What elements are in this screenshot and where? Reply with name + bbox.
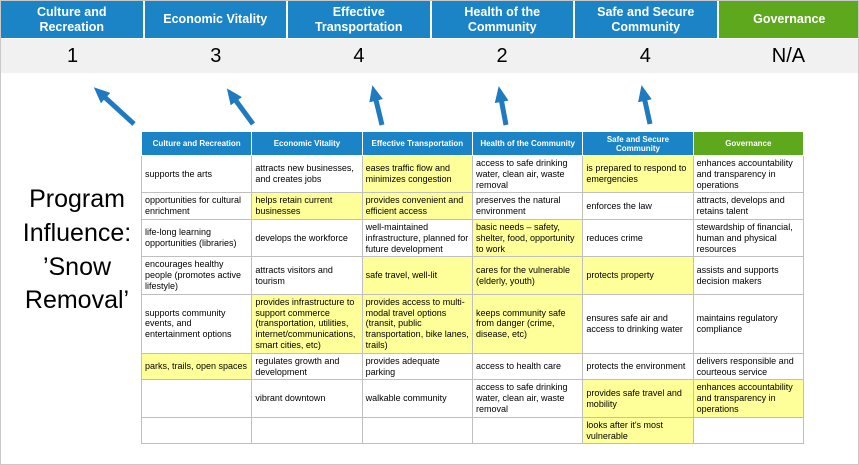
up-arrow-icon [226, 88, 256, 126]
matrix-head: Culture and Recreation Economic Vitality E… [140, 131, 805, 156]
score-governance: N/A [771, 44, 806, 67]
matrix-cell-highlighted: safe travel, well-lit [361, 256, 473, 295]
matrix-cell-highlighted: basic needs – safety, shelter, food, opp… [471, 218, 584, 258]
matrix-row: supports the arts attracts new businesses… [140, 154, 805, 194]
matrix-header-row: Culture and Recreation Economic Vitality E… [140, 131, 805, 156]
matrix-cell: life-long learning opportunities (librar… [140, 218, 253, 258]
matrix-cell: ensures safe air and access to drinking … [582, 293, 694, 354]
matrix-cell-highlighted: parks, trails, open spaces [140, 352, 253, 381]
matrix-cell-highlighted: helps retain current businesses [251, 192, 363, 220]
matrix-cell: opportunities for cultural enrichment [140, 192, 253, 220]
score-row: 1 3 4 2 4 N/A [1, 39, 858, 73]
matrix-cell: access to safe drinking water, clean air… [471, 154, 584, 194]
banner-economic-vitality: Economic Vitality [144, 1, 286, 38]
up-arrow-icon [494, 86, 509, 126]
up-arrows [93, 85, 653, 126]
matrix-cell [140, 416, 253, 445]
matrix-cell: access to safe drinking water, clean air… [471, 379, 584, 418]
matrix-cell [471, 416, 584, 445]
matrix-cell: reduces crime [582, 218, 694, 258]
matrix-cell: assists and supports decision makers [692, 256, 805, 295]
matrix-row: opportunities for cultural enrichment hel… [140, 192, 805, 220]
banner-culture-and-recreation: Culture and Recreation [1, 1, 143, 38]
matrix-header-culture-and-recreation: Culture and Recreation [140, 131, 253, 156]
matrix-cell: stewardship of financial, human and phys… [692, 218, 805, 258]
banner-label: Economic Vitality [163, 12, 268, 26]
matrix-header-governance: Governance [692, 131, 805, 156]
banner-effective-transportation: Effective Transportation [288, 1, 430, 38]
score-economic-vitality: 3 [210, 44, 222, 67]
matrix-cell-highlighted: provides infrastructure to support comme… [251, 293, 363, 354]
up-arrow-icon [369, 85, 385, 126]
score-safe-and-secure-community: 4 [639, 44, 651, 67]
up-arrow-icon [638, 85, 653, 125]
matrix-cell-highlighted: enhances accountability and transparency… [692, 379, 805, 418]
matrix-cell: attracts new businesses, and creates job… [251, 154, 363, 194]
up-arrow-icon [93, 87, 136, 126]
program-title: Program Influence: ’Snow Removal’ [22, 185, 132, 315]
matrix-cell-highlighted: protects property [582, 256, 694, 295]
matrix-row: vibrant downtown walkable community access… [140, 379, 805, 418]
banner-governance: Governance [718, 1, 858, 38]
matrix-cell: protects the environment [582, 352, 694, 381]
matrix-header-effective-transportation: Effective Transportation [361, 131, 473, 156]
matrix-body: supports the arts attracts new businesses… [140, 154, 805, 445]
matrix-cell [361, 416, 473, 445]
matrix-cell: access to health care [471, 352, 584, 381]
matrix-cell [140, 379, 253, 418]
matrix-cell: vibrant downtown [251, 379, 363, 418]
matrix-cell: well-maintained infrastructure, planned … [361, 218, 473, 258]
matrix-row: life-long learning opportunities (librar… [140, 218, 805, 258]
matrix-row: supports community events, and entertain… [140, 293, 805, 354]
matrix-header-health-of-the-community: Health of the Community [471, 131, 584, 156]
matrix-cell-highlighted: provides access to multi-modal travel op… [361, 293, 473, 354]
matrix-cell: walkable community [361, 379, 473, 418]
matrix-cell-highlighted: looks after it's most vulnerable [582, 416, 694, 445]
matrix-cell-highlighted: provides convenient and efficient access [361, 192, 473, 220]
matrix-cell: delivers responsible and courteous servi… [692, 352, 805, 381]
matrix-cell: preserves the natural environment [471, 192, 584, 220]
matrix-cell: attracts visitors and tourism [251, 256, 363, 295]
banner-safe-and-secure-community: Safe and Secure Community [575, 1, 717, 38]
banner-label: Health of the Community [464, 4, 541, 34]
matrix-row: parks, trails, open spaces regulates grow… [140, 352, 805, 381]
matrix-row: encourages healthy people (promotes acti… [140, 256, 805, 295]
score-culture-and-recreation: 1 [67, 44, 79, 67]
matrix-cell: encourages healthy people (promotes acti… [140, 256, 253, 295]
banner-health-of-the-community: Health of the Community [431, 1, 573, 38]
matrix-cell: supports community events, and entertain… [140, 293, 253, 354]
banner-label: Safe and Secure Community [597, 4, 695, 34]
score-effective-transportation: 4 [353, 44, 365, 67]
matrix-cell: supports the arts [140, 154, 253, 194]
matrix-cell-highlighted: cares for the vulnerable (elderly, youth… [471, 256, 584, 295]
score-health-of-the-community: 2 [496, 44, 508, 67]
matrix-cell: regulates growth and development [251, 352, 363, 381]
matrix-header-safe-and-secure-community: Safe and Secure Community [582, 131, 694, 156]
matrix-cell: provides adequate parking [361, 352, 473, 381]
matrix-cell: enhances accountability and transparency… [692, 154, 805, 194]
matrix-header-economic-vitality: Economic Vitality [251, 131, 363, 156]
matrix-cell: attracts, develops and retains talent [692, 192, 805, 220]
matrix-cell: maintains regulatory compliance [692, 293, 805, 354]
influence-matrix: Culture and Recreation Economic Vitality E… [140, 131, 805, 445]
matrix-cell-highlighted: eases traffic flow and minimizes congest… [361, 154, 473, 194]
category-banner: Culture and Recreation Economic Vitality… [1, 1, 858, 38]
matrix-cell-highlighted: keeps community safe from danger (crime,… [471, 293, 584, 354]
matrix-cell [251, 416, 363, 445]
matrix-cell-highlighted: provides safe travel and mobility [582, 379, 694, 418]
banner-label: Governance [753, 12, 826, 26]
matrix-cell: develops the workforce [251, 218, 363, 258]
banner-label: Effective Transportation [314, 4, 403, 34]
banner-label: Culture and Recreation [37, 4, 107, 34]
matrix-cell [692, 416, 805, 445]
matrix-cell-highlighted: is prepared to respond to emergencies [582, 154, 694, 194]
matrix-row: looks after it's most vulnerable [140, 416, 805, 445]
matrix-cell: enforces the law [582, 192, 694, 220]
